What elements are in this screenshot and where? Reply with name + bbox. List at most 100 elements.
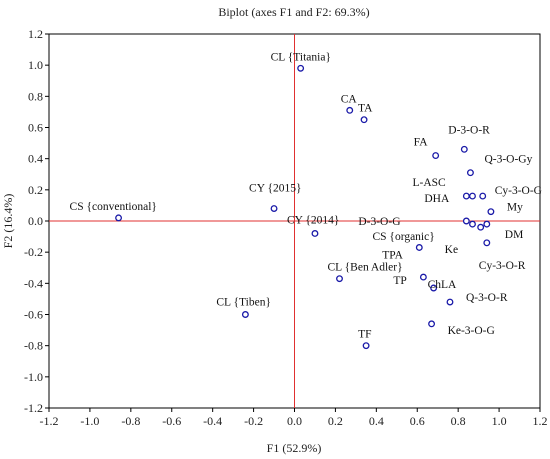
- point-marker: [462, 217, 470, 225]
- point-label: CS {conventional}: [70, 201, 157, 213]
- data-point: D-3-O-G: [358, 216, 470, 228]
- point-label: TP: [393, 275, 406, 287]
- data-point: Cy-3-O-G: [479, 185, 542, 200]
- point-marker: [346, 106, 354, 114]
- y-tick-label: -1.0: [24, 370, 43, 384]
- point-label: Q-3-O-Gy: [484, 154, 532, 166]
- x-tick-label: 0.8: [451, 414, 466, 428]
- point-label: CL {Titania}: [271, 51, 331, 63]
- y-tick-label: 0.0: [28, 214, 43, 228]
- data-point: Ke: [445, 223, 485, 256]
- data-point: CL {Tiben}: [216, 297, 271, 318]
- data-point: TP: [393, 273, 427, 287]
- point-label: CA: [341, 93, 358, 105]
- point-label: ChLA: [428, 279, 457, 291]
- data-point: Ke-3-O-G: [428, 320, 495, 337]
- x-axis-ticks: -1.2 -1.0 -0.8 -0.6 -0.4 -0.2 0.0 0.2 0.4 0.6 0.8 1…: [40, 408, 548, 428]
- y-tick-label: 0.8: [28, 89, 43, 103]
- point-marker: [446, 298, 454, 306]
- x-tick-label: -0.4: [203, 414, 222, 428]
- point-label: CS {organic}: [372, 231, 434, 243]
- point-marker: [428, 320, 436, 328]
- point-label: CY {2015}: [249, 183, 301, 195]
- data-point: CA: [341, 93, 358, 114]
- point-marker: [297, 64, 305, 72]
- point-label: Cy-3-O-G: [495, 185, 542, 197]
- x-tick-label: -0.6: [162, 414, 181, 428]
- point-label: Ke-3-O-G: [448, 325, 495, 337]
- data-point: CL {Titania}: [271, 51, 331, 72]
- point-label: Q-3-O-R: [466, 292, 508, 304]
- data-point: CY {2014}: [287, 214, 339, 237]
- y-tick-label: -0.2: [24, 245, 43, 259]
- data-point: CY {2015}: [249, 183, 302, 212]
- point-label: TPA: [382, 249, 403, 261]
- y-tick-label: -0.4: [24, 276, 43, 290]
- data-point: TPA: [382, 244, 423, 261]
- point-marker: [360, 116, 368, 124]
- chart-title: Biplot (axes F1 and F2: 69.3%): [218, 5, 369, 19]
- point-label: DM: [505, 229, 524, 241]
- point-marker: [430, 284, 438, 292]
- point-marker: [487, 208, 495, 216]
- x-axis-label: F1 (52.9%): [267, 441, 322, 455]
- data-point: Cy-3-O-R: [479, 239, 526, 272]
- point-label: CY {2014}: [287, 214, 339, 226]
- x-tick-label: -0.2: [244, 414, 263, 428]
- point-label: CL {Tiben}: [216, 297, 271, 309]
- data-point: My: [487, 202, 523, 216]
- point-marker: [432, 152, 440, 159]
- y-tick-label: 0.6: [28, 121, 43, 135]
- point-marker: [483, 220, 491, 228]
- data-point: DM: [483, 220, 524, 241]
- point-label: DHA: [424, 193, 450, 205]
- x-tick-label: -0.8: [121, 414, 140, 428]
- data-point: CS {organic}: [372, 220, 476, 243]
- point-marker: [479, 192, 487, 200]
- point-marker: [483, 239, 491, 247]
- point-label: My: [507, 202, 523, 214]
- y-tick-label: -0.6: [24, 308, 43, 322]
- point-marker: [270, 205, 278, 212]
- data-point: FA: [414, 137, 440, 159]
- point-label: TF: [358, 329, 371, 341]
- point-label: D-3-O-G: [358, 216, 400, 228]
- y-tick-label: 0.2: [28, 183, 43, 197]
- reference-lines: [49, 34, 540, 408]
- point-marker: [311, 230, 319, 237]
- point-label: L-ASC: [412, 177, 446, 189]
- data-point: ChLA: [428, 279, 457, 292]
- point-label: Ke: [445, 244, 458, 256]
- point-label: TA: [358, 103, 373, 115]
- x-tick-label: 1.0: [492, 414, 507, 428]
- point-marker: [415, 244, 423, 251]
- point-marker: [469, 220, 476, 228]
- data-point: L-ASC: [412, 177, 476, 200]
- data-point: Q-3-O-Gy: [466, 154, 533, 177]
- data-point: TF: [358, 329, 372, 350]
- point-label: Cy-3-O-R: [479, 260, 526, 272]
- point-marker: [336, 275, 343, 283]
- point-marker: [477, 223, 485, 231]
- x-tick-label: 1.2: [533, 414, 548, 428]
- point-label: D-3-O-R: [448, 124, 490, 136]
- y-tick-label: -0.8: [24, 339, 43, 353]
- x-tick-label: 0.4: [369, 414, 384, 428]
- y-axis-label: F2 (16.4%): [1, 194, 15, 249]
- x-tick-label: 0.2: [328, 414, 343, 428]
- data-point: CS {conventional}: [70, 201, 157, 222]
- y-tick-label: 0.4: [28, 152, 43, 166]
- point-label: CL {Ben Adler}: [328, 262, 403, 274]
- x-tick-label: 0.0: [287, 414, 302, 428]
- point-label: FA: [414, 137, 429, 149]
- x-tick-label: -1.2: [40, 414, 59, 428]
- y-tick-label: 1.2: [28, 27, 43, 41]
- y-tick-label: -1.2: [24, 401, 43, 415]
- point-marker: [460, 145, 468, 153]
- point-marker: [419, 273, 427, 281]
- x-tick-label: -1.0: [80, 414, 99, 428]
- x-tick-label: 0.6: [410, 414, 425, 428]
- y-axis-ticks: 1.2 1.0 0.8 0.6 0.4 0.2 0.0 -0.2 -0.4 -0.6 -0.8 -1.…: [24, 27, 49, 415]
